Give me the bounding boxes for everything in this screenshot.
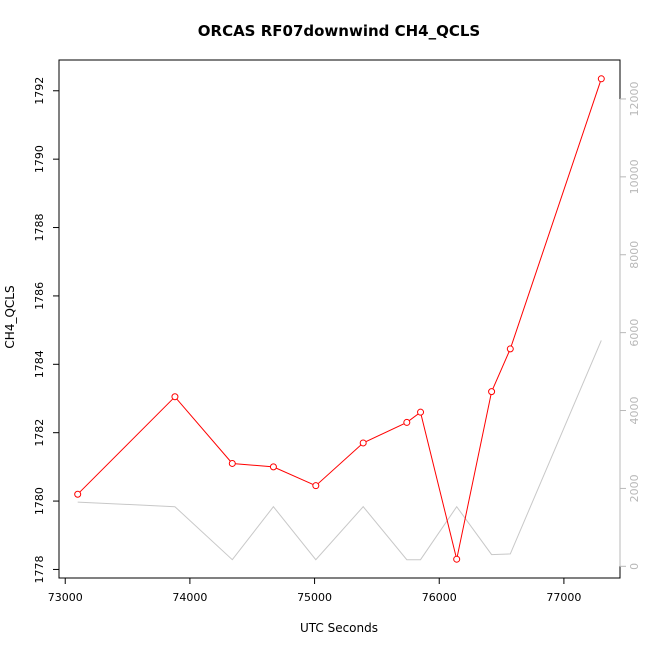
y2-tick-label: 8000 [628, 241, 641, 269]
data-point [312, 482, 320, 490]
y2-tick-label: 4000 [628, 397, 641, 425]
x-tick-label: 73000 [48, 591, 83, 604]
x-axis-label: UTC Seconds [300, 621, 378, 635]
y2-tick-label: 0 [628, 563, 641, 570]
data-point [74, 490, 82, 498]
y-tick-label: 1778 [33, 555, 46, 583]
y2-tick-label: 2000 [628, 474, 641, 502]
data-point [228, 459, 236, 467]
y-tick-label: 1784 [33, 350, 46, 378]
x-tick-label: 74000 [172, 591, 207, 604]
x-tick-label: 75000 [297, 591, 332, 604]
data-point [359, 439, 367, 447]
data-point [453, 555, 461, 563]
y-tick-label: 1782 [33, 419, 46, 447]
data-point [171, 393, 179, 401]
data-point [417, 408, 425, 416]
chart-title: ORCAS RF07downwind CH4_QCLS [198, 22, 480, 40]
data-point [403, 418, 411, 426]
y-tick-label: 1790 [33, 145, 46, 173]
series-layer [74, 75, 605, 563]
y2-tick-label: 6000 [628, 319, 641, 347]
y-tick-label: 1780 [33, 487, 46, 515]
primary-series-line [77, 78, 602, 560]
y-tick-label: 1792 [33, 77, 46, 105]
data-point [597, 75, 605, 83]
data-point [269, 463, 277, 471]
plot-frame [58, 59, 621, 579]
data-point [488, 388, 496, 396]
secondary-series-line [77, 340, 602, 561]
y2-tick-label: 12000 [628, 81, 641, 116]
x-tick-label: 76000 [422, 591, 457, 604]
data-point [506, 345, 514, 353]
y-tick-label: 1786 [33, 282, 46, 310]
y-axis-label: CH4_QCLS [3, 285, 17, 348]
y2-tick-label: 10000 [628, 159, 641, 194]
y-tick-label: 1788 [33, 214, 46, 242]
x-tick-label: 77000 [546, 591, 581, 604]
axes: 73000 74000 75000 76000 77000 1778 1780 1782 178… [33, 59, 641, 604]
